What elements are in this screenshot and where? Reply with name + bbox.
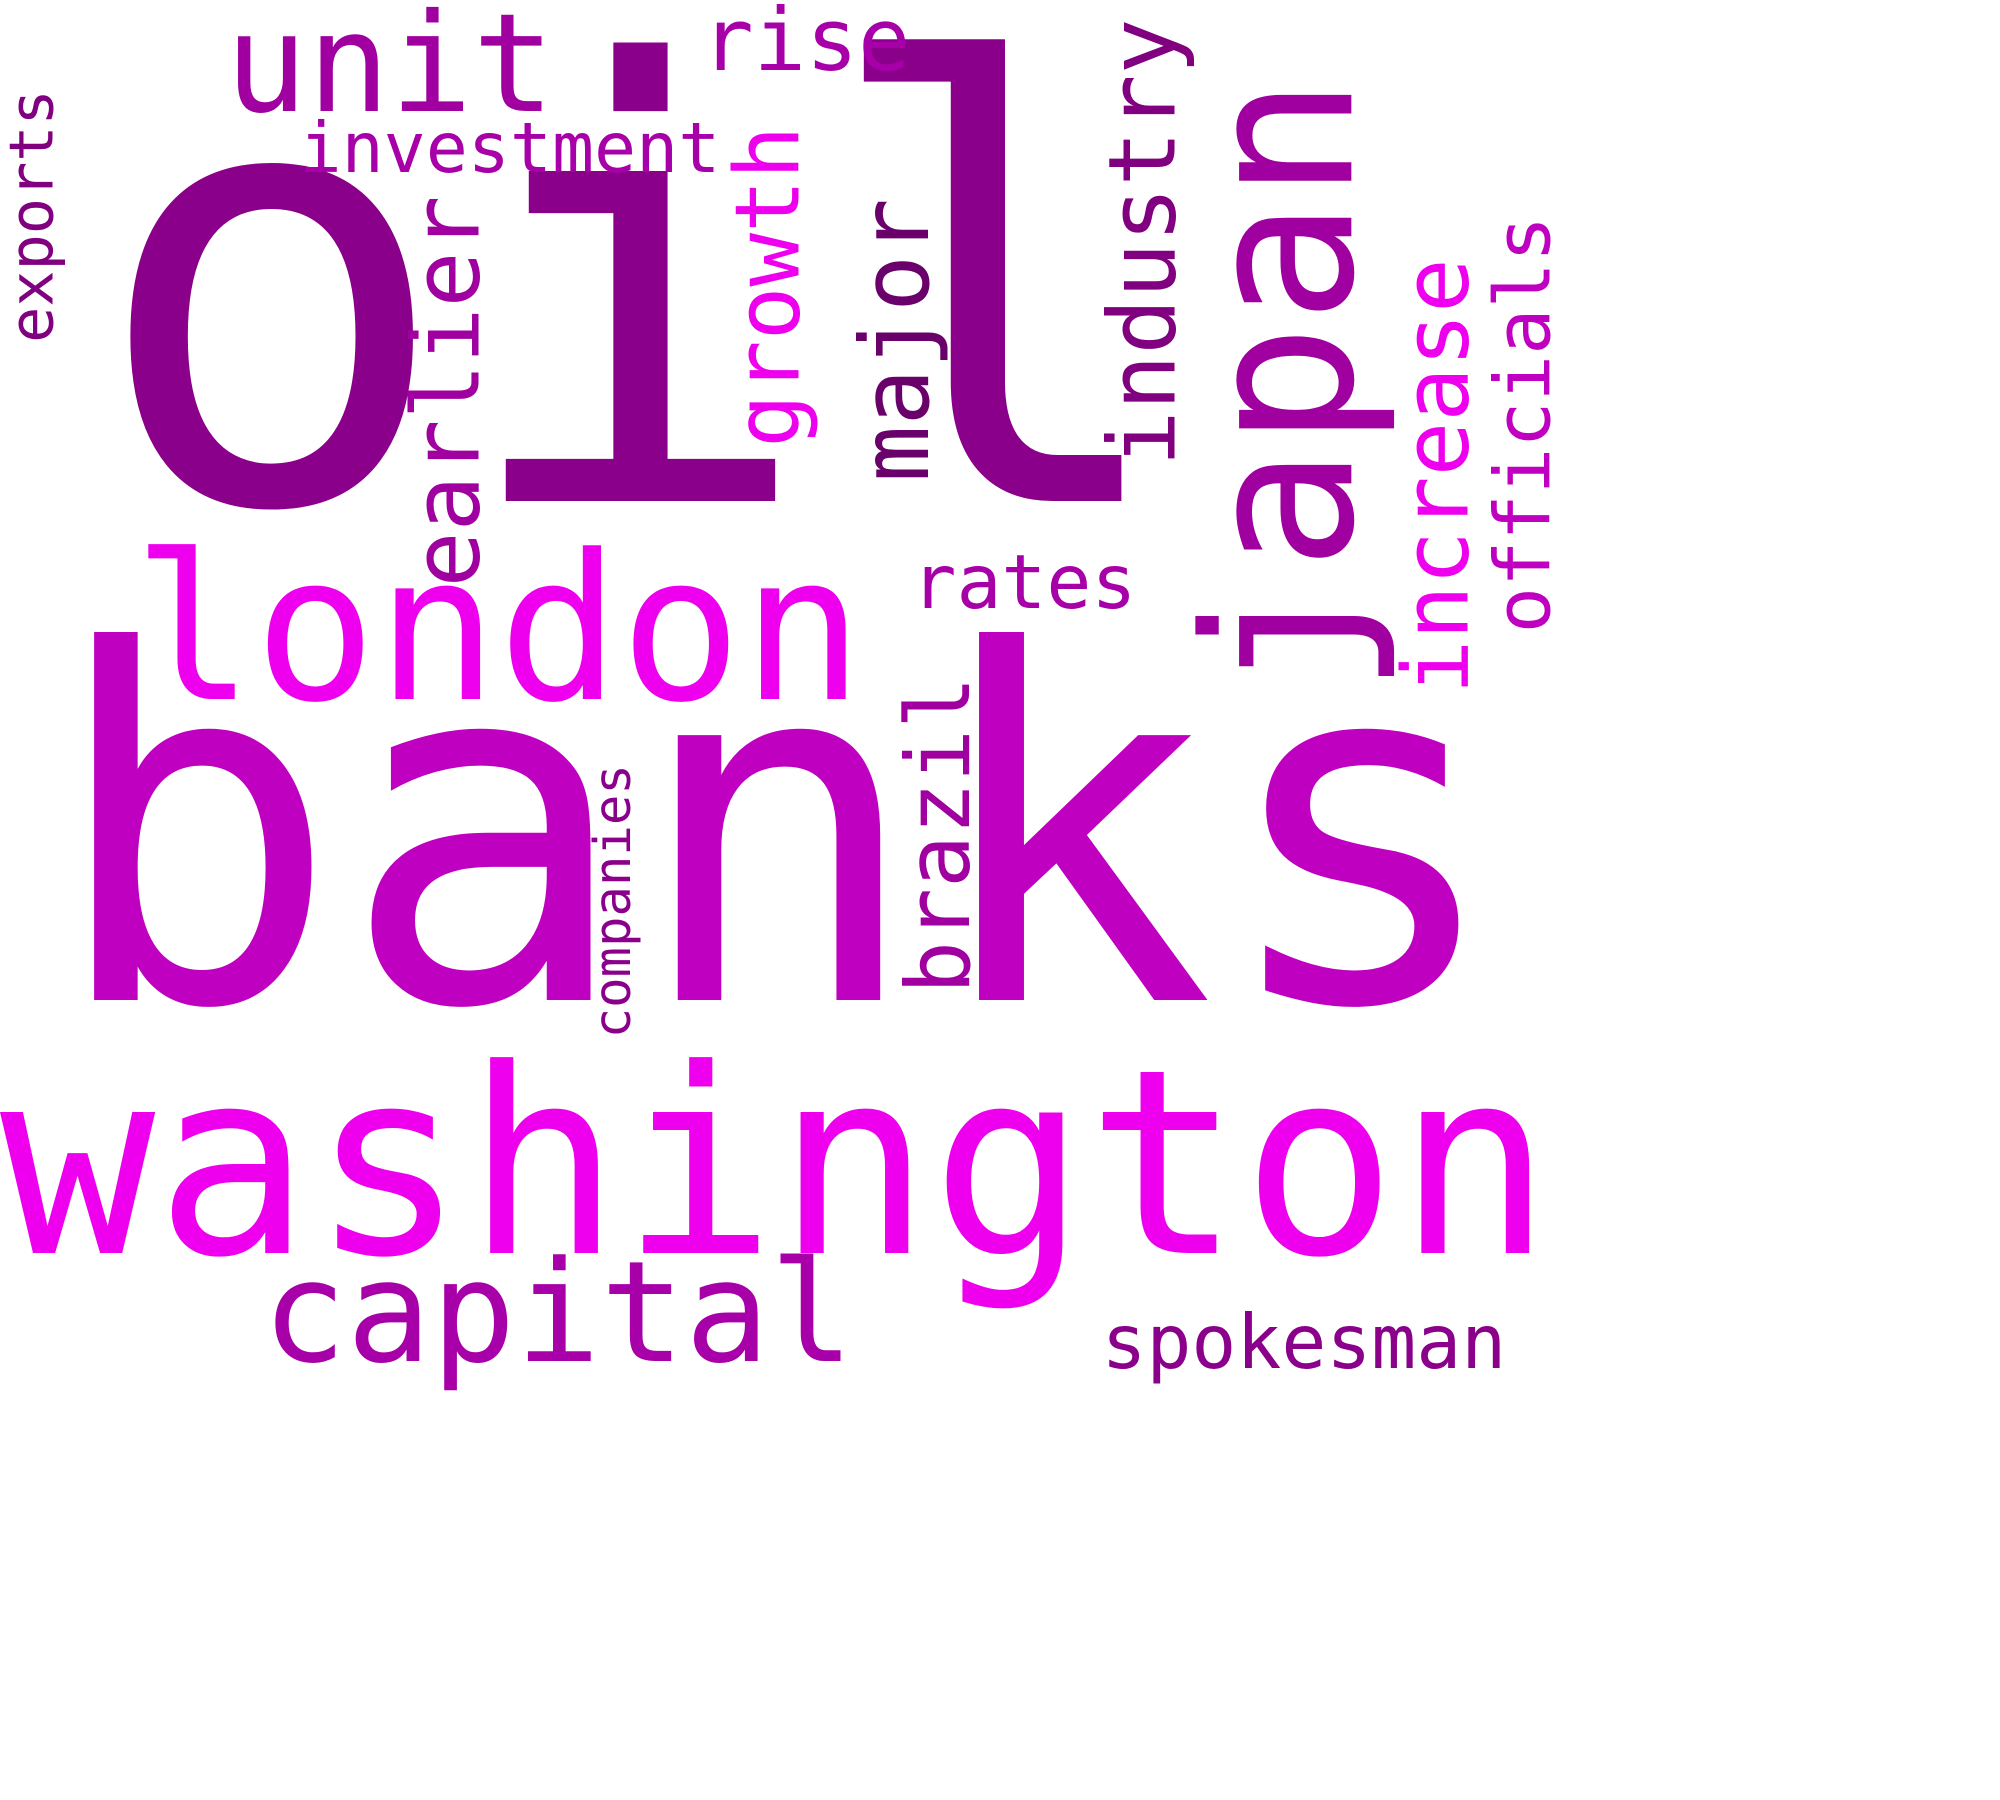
word-earlier: earlier [392, 195, 501, 587]
word-banks: banks [48, 551, 1507, 1115]
word-london: london [132, 511, 864, 747]
word-cloud: oil banks washington japan london unit c… [0, 0, 1560, 1395]
word-spokesman: spokesman [1101, 1298, 1507, 1386]
word-oil: oil [90, 0, 1181, 644]
word-washington: washington [0, 1014, 1553, 1314]
word-officials: officials [1478, 215, 1560, 633]
word-rates: rates [911, 538, 1137, 626]
word-japan: japan [1161, 76, 1401, 695]
word-investment: investment [299, 108, 721, 189]
word-brazil: brazil [886, 676, 990, 994]
word-growth: growth [716, 125, 821, 448]
word-unit: unit [225, 0, 555, 144]
word-increase: increase [1384, 257, 1490, 694]
word-capital: capital [262, 1231, 855, 1395]
word-rise: rise [701, 0, 911, 91]
word-exports: exports [0, 89, 68, 343]
word-companies: companies [582, 763, 642, 1038]
word-industry: industry [1088, 18, 1197, 466]
word-major: major [840, 198, 951, 483]
